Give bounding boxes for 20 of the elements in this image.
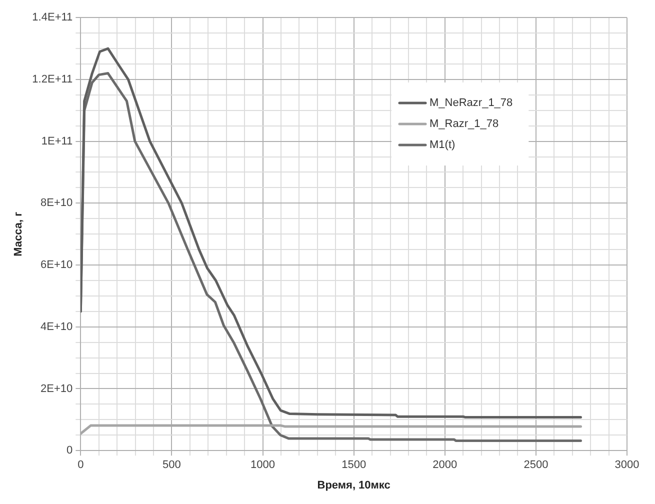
y-tick-label: 1.4E+11 — [32, 12, 73, 24]
legend-label: M_NeRazr_1_78 — [430, 97, 513, 110]
x-tick-label: 1000 — [250, 459, 276, 472]
x-tick-label: 500 — [162, 459, 181, 472]
x-tick-label: 2000 — [432, 459, 458, 472]
y-tick-label: 6E+10 — [40, 259, 73, 272]
x-tick-label: 1500 — [342, 459, 366, 472]
y-tick-label: 8E+10 — [40, 197, 73, 210]
y-tick-label: 0 — [66, 444, 73, 457]
x-tick-label: 3000 — [614, 459, 640, 472]
y-tick-label: 1E+11 — [41, 135, 73, 148]
y-tick-label: 2E+10 — [40, 382, 73, 395]
x-axis-title: Время, 10мкс — [317, 479, 390, 492]
y-tick-label: 1.2E+11 — [32, 73, 73, 86]
y-tick-label: 4E+10 — [40, 320, 73, 333]
x-tick-label: 2500 — [524, 459, 548, 472]
x-tick-label: 0 — [78, 459, 84, 472]
legend-label: M_Razr_1_78 — [430, 118, 499, 130]
y-axis-title: Масса, г — [12, 211, 25, 256]
legend-label: M1(t) — [430, 139, 456, 152]
